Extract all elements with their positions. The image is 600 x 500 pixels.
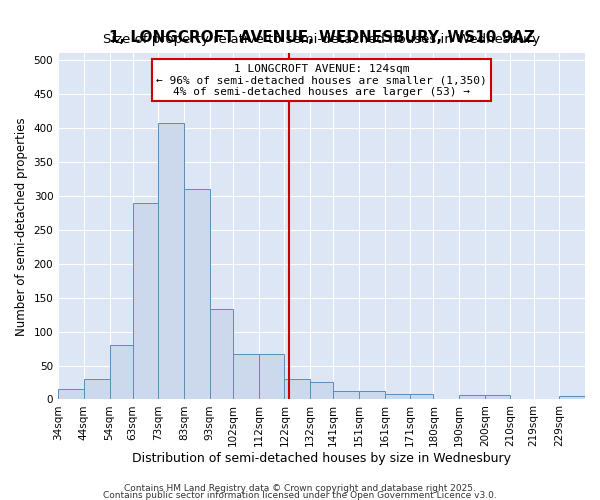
Bar — [485, 394, 511, 400]
Bar — [58, 390, 84, 400]
Bar — [184, 189, 210, 400]
Bar — [210, 309, 233, 400]
Bar — [110, 345, 133, 400]
Y-axis label: Number of semi-detached properties: Number of semi-detached properties — [15, 117, 28, 336]
Bar — [259, 354, 284, 400]
Bar — [133, 202, 158, 400]
Bar — [559, 396, 585, 400]
Bar — [333, 390, 359, 400]
Title: 1, LONGCROFT AVENUE, WEDNESBURY, WS10 9AZ: 1, LONGCROFT AVENUE, WEDNESBURY, WS10 9A… — [109, 30, 535, 45]
Bar — [385, 394, 410, 400]
Text: 1 LONGCROFT AVENUE: 124sqm
← 96% of semi-detached houses are smaller (1,350)
4% : 1 LONGCROFT AVENUE: 124sqm ← 96% of semi… — [156, 64, 487, 96]
Text: Contains HM Land Registry data © Crown copyright and database right 2025.: Contains HM Land Registry data © Crown c… — [124, 484, 476, 493]
Bar — [84, 379, 110, 400]
Bar — [359, 390, 385, 400]
Text: Size of property relative to semi-detached houses in Wednesbury: Size of property relative to semi-detach… — [103, 33, 540, 46]
Bar — [233, 354, 259, 400]
Bar — [459, 394, 485, 400]
Bar — [310, 382, 333, 400]
X-axis label: Distribution of semi-detached houses by size in Wednesbury: Distribution of semi-detached houses by … — [132, 452, 511, 465]
Bar — [284, 379, 310, 400]
Bar — [158, 123, 184, 400]
Text: Contains public sector information licensed under the Open Government Licence v3: Contains public sector information licen… — [103, 491, 497, 500]
Bar — [410, 394, 433, 400]
